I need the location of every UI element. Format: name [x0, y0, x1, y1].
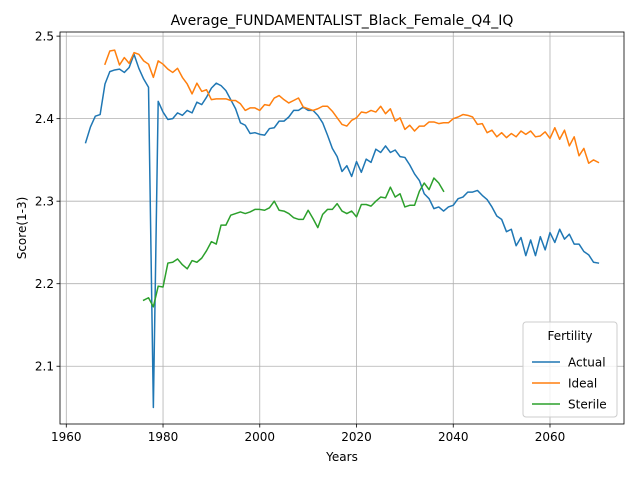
- series-line-actual: [84, 53, 600, 409]
- x-tick-label: 2040: [438, 430, 469, 444]
- legend-label-sterile: Sterile: [568, 398, 607, 412]
- y-tick-label: 2.5: [35, 30, 54, 44]
- legend-title: Fertility: [547, 329, 592, 343]
- y-tick-label: 2.2: [35, 277, 54, 291]
- x-tick-label: 1980: [148, 430, 179, 444]
- y-tick-label: 2.4: [35, 112, 54, 126]
- series-line-sterile: [142, 177, 445, 308]
- x-tick-label: 1960: [51, 430, 82, 444]
- legend: Fertility Actual Ideal Sterile: [522, 321, 618, 418]
- grid: [60, 32, 624, 424]
- series-layer: [84, 49, 600, 409]
- plot-frame: [59, 31, 625, 425]
- x-tick-label: 2000: [244, 430, 275, 444]
- y-axis-label: Score(1-3): [15, 197, 29, 260]
- y-tick-label: 2.3: [35, 195, 54, 209]
- chart-title: Average_FUNDAMENTALIST_Black_Female_Q4_I…: [171, 13, 514, 29]
- series-line-ideal: [104, 49, 600, 164]
- legend-label-actual: Actual: [568, 356, 606, 370]
- x-axis-label: Years: [325, 450, 358, 464]
- y-tick-label: 2.1: [35, 360, 54, 374]
- legend-box: [522, 321, 618, 418]
- axis-ticks: 1960 1980 2000 2020 2040 2060 2.1 2.2 2.3 2.4 2.5: [35, 30, 565, 444]
- x-tick-label: 2020: [341, 430, 372, 444]
- legend-label-ideal: Ideal: [568, 377, 597, 391]
- x-tick-label: 2060: [535, 430, 566, 444]
